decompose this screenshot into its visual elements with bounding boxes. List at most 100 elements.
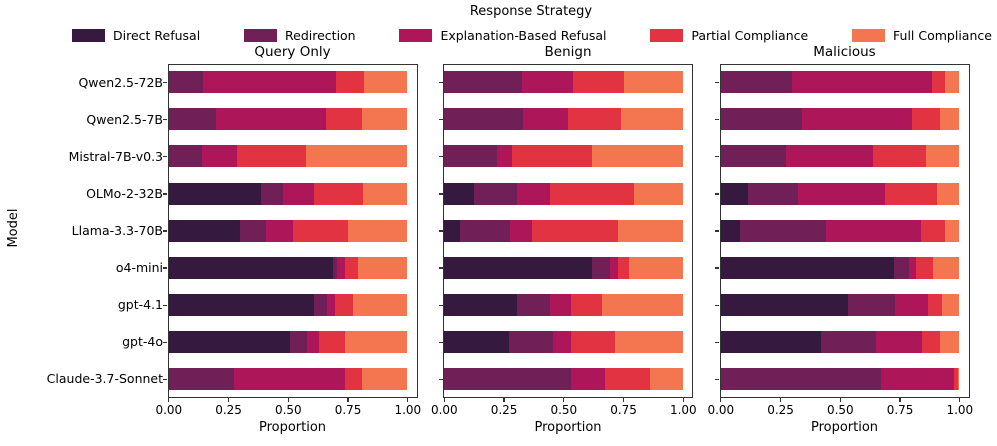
subplot-title: Benign: [544, 44, 592, 60]
x-tick-mark: [443, 398, 445, 402]
x-axis-label: Proportion: [534, 420, 602, 435]
stacked-bar: [444, 145, 683, 168]
stacked-bar: [444, 71, 683, 94]
stacked-bar: [444, 368, 683, 391]
bar-segment: [720, 293, 849, 316]
x-tick-mark: [720, 398, 722, 402]
y-tick-mark: [715, 304, 719, 306]
y-tick-label: Mistral-7B-v0.3: [68, 148, 163, 164]
bar-segment: [363, 182, 408, 205]
legend-swatch-icon: [244, 28, 278, 42]
bar-segment: [922, 331, 941, 354]
bar-segment: [573, 71, 625, 94]
x-tick-mark: [503, 398, 505, 402]
x-tick-mark: [622, 398, 625, 402]
stacked-bar: [720, 219, 960, 242]
bar-segment: [216, 108, 327, 131]
bar-segment: [326, 108, 363, 131]
subplot-title: Malicious: [813, 44, 876, 60]
bar-segment: [444, 108, 523, 131]
bar-segment: [496, 145, 513, 168]
stacked-bar: [444, 182, 683, 205]
x-tick-label: 0.25: [215, 403, 242, 417]
x-tick-mark: [563, 398, 565, 402]
stacked-bar: [168, 256, 408, 279]
legend-label: Direct Refusal: [113, 27, 201, 43]
y-tick-mark: [438, 193, 443, 195]
bar-segment: [875, 331, 923, 354]
stacked-bar: [720, 71, 960, 94]
legend-swatch-icon: [399, 28, 433, 42]
bar-segment: [352, 293, 408, 316]
y-tick-label: Claude-3.7-Sonnet: [46, 371, 163, 387]
bar-segment: [792, 71, 932, 94]
legend-entry: Explanation-Based Refusal: [399, 28, 607, 43]
bar-segment: [720, 219, 740, 242]
legend-entry: Full Compliance: [852, 28, 992, 43]
legend-entry: Direct Refusal: [72, 28, 200, 43]
subplot-query-only: Query Only 0.00 0.25 0.50 0.75 1.00 Proportion: [155, 0, 421, 446]
x-tick-mark: [899, 398, 901, 402]
bar-segment: [945, 219, 960, 242]
bar-segment: [940, 108, 960, 131]
x-tick-label: 0.25: [490, 403, 518, 417]
bar-segment: [444, 368, 571, 391]
bar-segment: [953, 368, 959, 391]
bar-segment: [945, 71, 960, 94]
x-tick-mark: [287, 398, 289, 402]
y-tick-mark: [715, 341, 719, 343]
bar-segment: [240, 219, 267, 242]
y-tick-mark: [438, 378, 443, 381]
y-tick-mark: [438, 230, 443, 232]
y-tick-label: Qwen2.5-72B: [78, 74, 163, 90]
y-tick-label: Llama-3.3-70B: [71, 223, 163, 238]
bar-segment: [614, 331, 683, 354]
subplot-malicious: Malicious 0.00 0.25 0.50 0.75 1.00 Proportion: [707, 0, 973, 446]
x-tick-label: 0.50: [550, 403, 578, 417]
bar-segment: [444, 293, 517, 316]
y-tick-mark: [438, 81, 443, 84]
stacked-bar: [720, 108, 960, 131]
bar-segment: [916, 256, 934, 279]
bar-segment: [234, 368, 346, 391]
bar-segment: [801, 108, 912, 131]
bar-segment: [958, 368, 960, 391]
bar-segment: [568, 108, 621, 131]
bar-segment: [260, 182, 284, 205]
stacked-bar: [444, 108, 683, 131]
bar-segment: [629, 256, 683, 279]
bar-segment: [314, 182, 364, 205]
chart-title: Response Strategy: [469, 4, 593, 19]
bar-segment: [933, 256, 960, 279]
bar-segment: [570, 368, 606, 391]
bar-segment: [601, 293, 683, 316]
bar-segment: [926, 145, 960, 168]
bar-segment: [820, 331, 876, 354]
bar-segment: [720, 368, 881, 391]
bar-segment: [444, 71, 522, 94]
bar-segment: [720, 71, 793, 94]
bar-segment: [550, 293, 571, 316]
x-tick-label: 0.25: [767, 403, 794, 417]
bar-segment: [362, 108, 408, 131]
stacked-bar: [720, 331, 960, 354]
x-tick-label: 0.75: [886, 403, 914, 417]
bar-segment: [522, 108, 569, 131]
x-tick-label: 1.00: [669, 403, 697, 417]
bar-segment: [720, 145, 787, 168]
stacked-bar: [168, 219, 408, 242]
bar-segment: [307, 331, 320, 354]
y-tick-mark: [715, 119, 719, 121]
bar-segment: [508, 331, 553, 354]
y-tick-mark: [163, 341, 167, 343]
bar-segment: [362, 368, 408, 391]
bar-segment: [550, 182, 634, 205]
bar-segment: [509, 219, 533, 242]
y-tick-mark: [163, 267, 167, 269]
bar-segment: [345, 368, 363, 391]
bar-segment: [894, 293, 929, 316]
bar-segment: [936, 182, 960, 205]
bar-segment: [444, 331, 509, 354]
bar-segment: [345, 256, 359, 279]
